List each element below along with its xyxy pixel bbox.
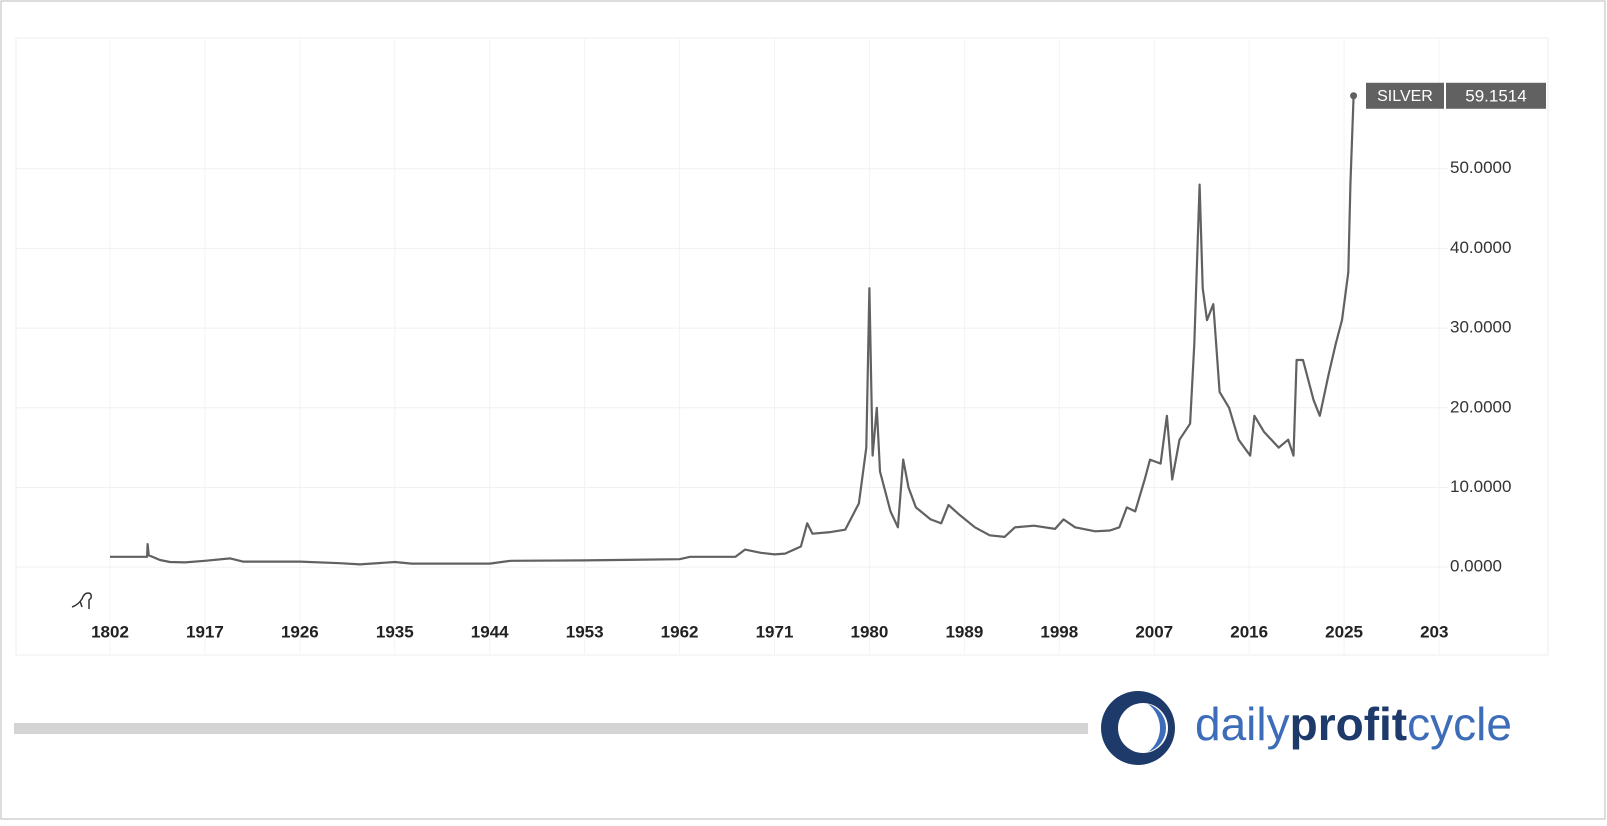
brand-part: cycle — [1407, 698, 1512, 750]
x-tick-label: 2016 — [1230, 622, 1268, 641]
y-tick-label: 10.0000 — [1450, 477, 1511, 496]
x-tick-label: 1980 — [851, 622, 889, 641]
x-tick-label: 2007 — [1135, 622, 1173, 641]
chart-panel — [15, 37, 1549, 656]
y-tick-label: 30.0000 — [1450, 318, 1511, 337]
badge-value: 59.1514 — [1465, 86, 1526, 105]
grid — [16, 38, 1448, 655]
badge-name: SILVER — [1377, 88, 1433, 105]
x-tick-label: 1944 — [471, 622, 509, 641]
x-tick-label: 1802 — [91, 622, 129, 641]
last-point — [1350, 92, 1358, 100]
x-tick-label: 1926 — [281, 622, 319, 641]
x-tick-label: 1953 — [566, 622, 604, 641]
brand-part: daily — [1195, 698, 1290, 750]
y-tick-label: 0.0000 — [1450, 557, 1502, 576]
scrollbar[interactable] — [14, 723, 1088, 734]
x-tick-label: 1935 — [376, 622, 414, 641]
y-tick-label: 40.0000 — [1450, 238, 1511, 257]
brand-logo-arc — [1148, 704, 1166, 752]
logo-icon — [71, 592, 92, 609]
x-tick-label: 1989 — [945, 622, 983, 641]
x-tick-label: 2025 — [1325, 622, 1363, 641]
y-tick-label: 20.0000 — [1450, 397, 1511, 416]
x-tick-label: 1917 — [186, 622, 224, 641]
x-tick-label: 1998 — [1040, 622, 1078, 641]
badge-value-bg — [1446, 82, 1546, 109]
labels: 0.0000 10.0000 20.0000 30.0000 40.0000 50.000… — [1366, 82, 1546, 576]
price-line — [110, 95, 1355, 566]
brand-logo-inner — [1118, 703, 1168, 753]
brand-part: profit — [1290, 698, 1408, 750]
x-tick-label: 1962 — [661, 622, 699, 641]
x-tick-label: 1971 — [756, 622, 794, 641]
x-tick-label: 2034 — [1420, 622, 1458, 641]
brand-name: dailyprofitcycle — [1195, 698, 1512, 750]
badge — [1366, 82, 1444, 109]
y-tick-label: 50.0000 — [1450, 158, 1511, 177]
plot: 1802 1917 1926 1935 1944 1953 1962 1971 1980 1989… — [91, 92, 1458, 641]
